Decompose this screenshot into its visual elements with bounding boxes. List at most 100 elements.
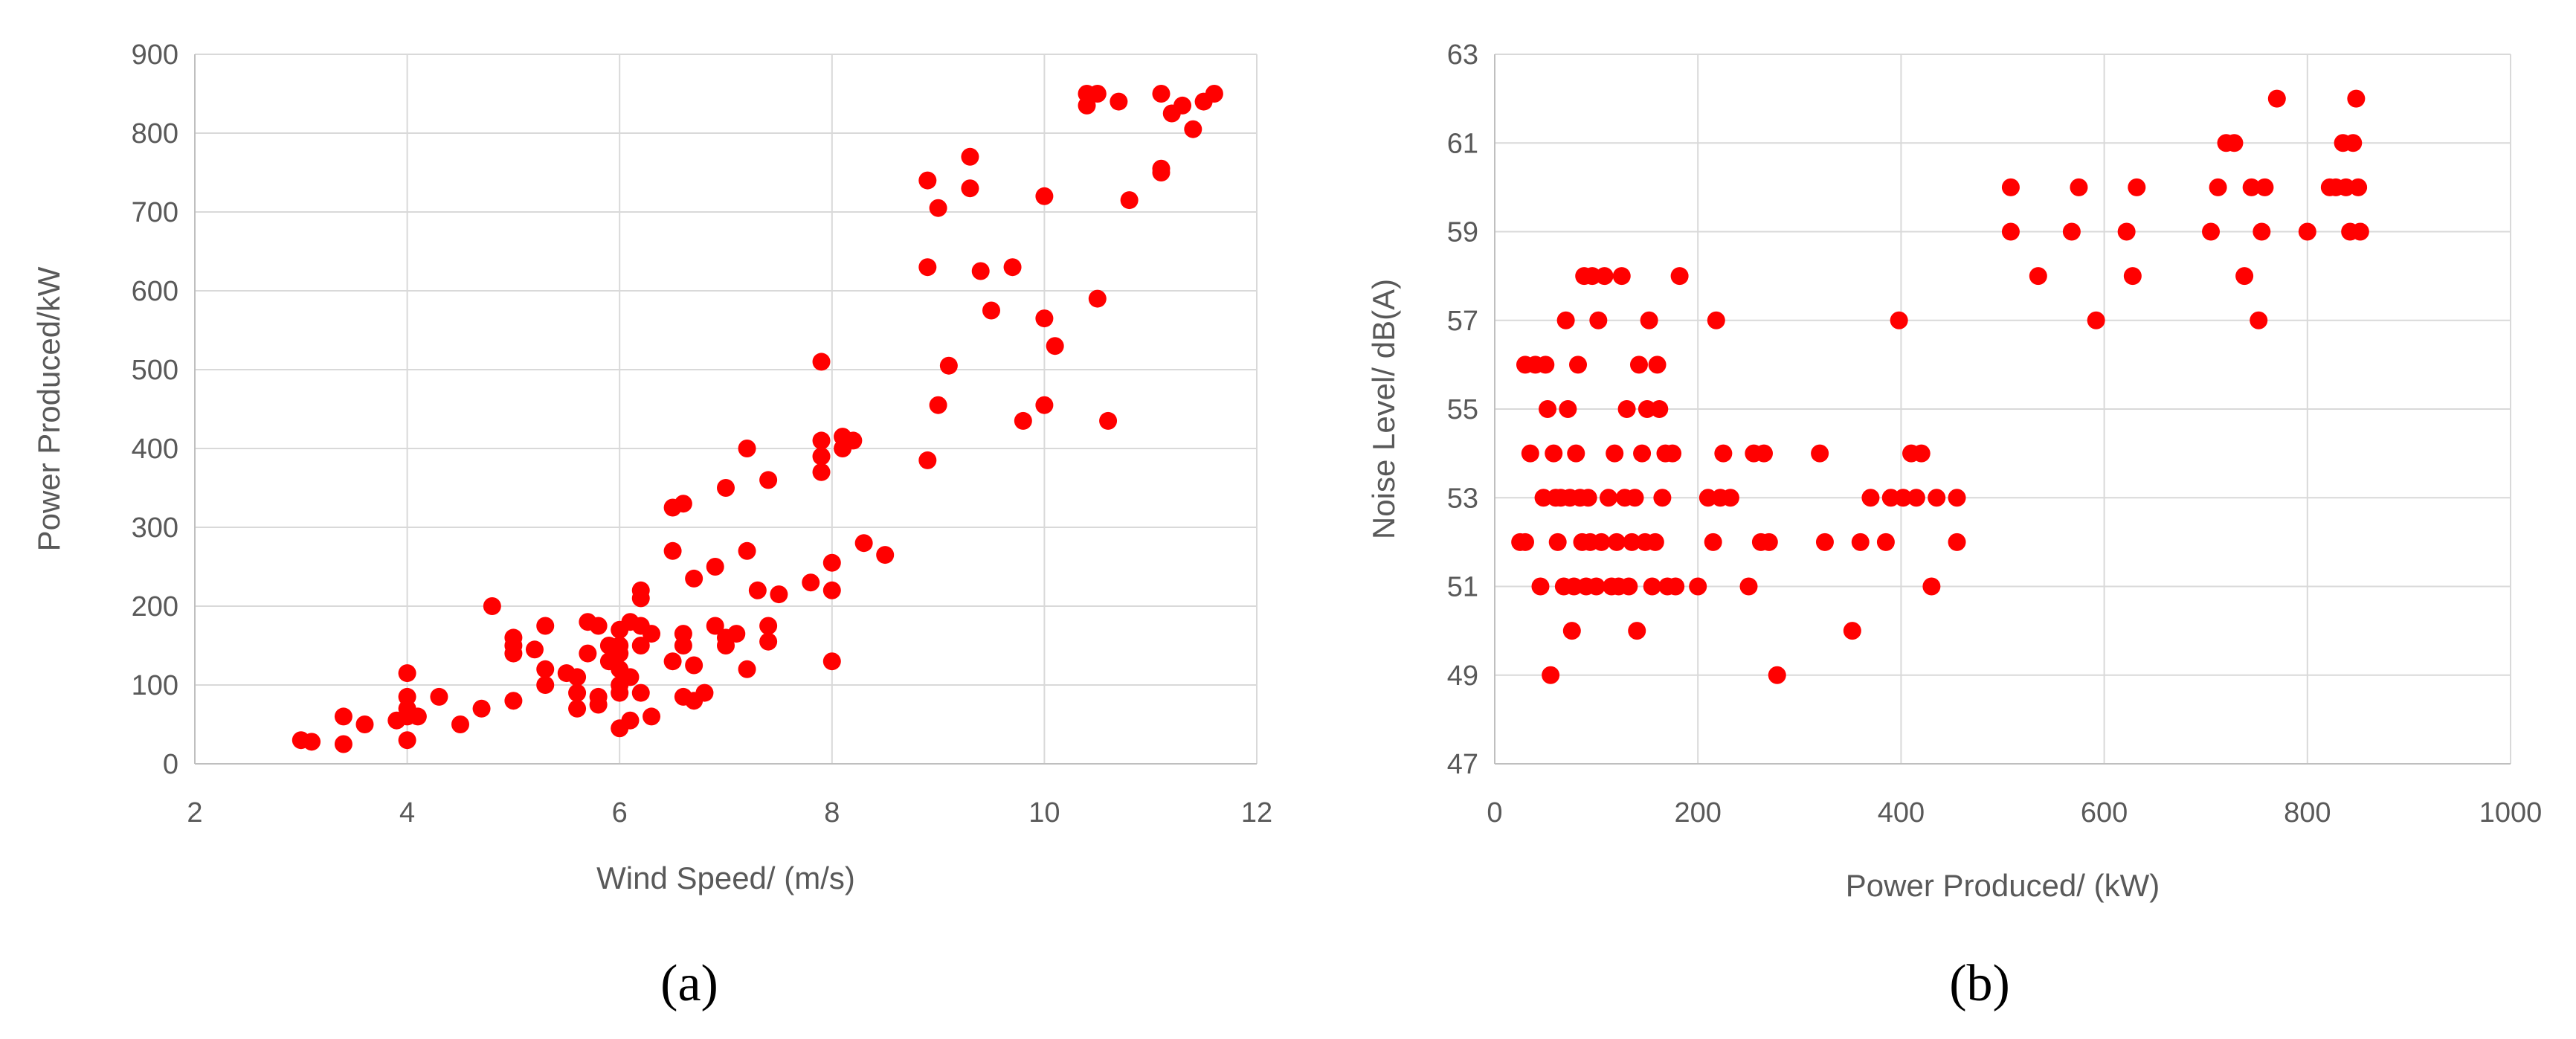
data-point [430, 687, 448, 706]
y-tick-label: 300 [132, 512, 178, 544]
data-point [2209, 178, 2227, 196]
data-point [706, 617, 724, 635]
data-point [802, 573, 820, 592]
data-point [334, 735, 352, 753]
data-point [812, 353, 831, 371]
data-point [1626, 489, 1644, 507]
data-point [1003, 258, 1022, 277]
data-point [918, 171, 937, 190]
data-point [1035, 396, 1054, 414]
y-tick-label: 200 [132, 591, 178, 623]
data-point [611, 683, 629, 702]
data-point [1890, 311, 1908, 329]
data-point [631, 589, 650, 608]
data-point [971, 262, 990, 280]
data-point [2062, 222, 2081, 241]
x-tick-label: 10 [1028, 797, 1060, 829]
data-point [483, 597, 501, 615]
data-point [2235, 267, 2254, 286]
data-point [982, 301, 1000, 320]
data-point [1542, 666, 1560, 684]
y-tick-label: 800 [132, 118, 178, 149]
data-point [1548, 533, 1567, 551]
data-point [1205, 85, 1223, 103]
data-point [2225, 134, 2244, 152]
data-point [589, 695, 608, 714]
data-point [2123, 267, 2142, 286]
data-point [398, 731, 416, 750]
data-point [2070, 178, 2088, 196]
data-point [1521, 444, 1539, 463]
y-tick-label: 61 [1447, 128, 1478, 159]
data-point [1912, 444, 1931, 463]
data-point [1876, 533, 1895, 551]
data-point [738, 440, 756, 457]
data-point [1628, 622, 1646, 640]
x-tick-label: 2 [187, 797, 202, 829]
data-point [1531, 577, 1550, 596]
data-point [1595, 267, 1614, 286]
x-axis-title: Wind Speed/ (m/s) [596, 861, 855, 895]
data-point [1928, 489, 1946, 507]
data-point [1667, 577, 1685, 596]
data-point [1650, 400, 1669, 418]
y-tick-label: 400 [132, 434, 178, 465]
data-point [876, 546, 895, 564]
y-tick-label: 700 [132, 197, 178, 228]
data-point [1559, 400, 1577, 418]
data-point [1516, 533, 1534, 551]
data-point [1606, 444, 1624, 463]
data-point [568, 668, 587, 686]
data-point [1120, 191, 1139, 210]
data-point [1704, 533, 1722, 551]
data-point [2087, 311, 2105, 329]
x-tick-label: 6 [612, 797, 628, 829]
data-point [759, 471, 778, 489]
data-point [748, 581, 767, 599]
x-tick-label: 400 [1878, 797, 1925, 829]
data-point [2250, 311, 2268, 329]
y-tick-label: 49 [1447, 660, 1478, 692]
x-tick-label: 600 [2081, 797, 2128, 829]
data-point [1754, 444, 1773, 463]
data-point [1907, 489, 1925, 507]
data-point [1579, 489, 1597, 507]
y-tick-label: 500 [132, 355, 178, 386]
data-point [1664, 444, 1682, 463]
data-point [1646, 533, 1664, 551]
data-point [663, 541, 682, 560]
data-point [812, 447, 831, 466]
data-point [2001, 222, 2020, 241]
data-point [536, 676, 555, 694]
data-point [663, 652, 682, 671]
data-point [2128, 178, 2146, 196]
data-point [1556, 311, 1575, 329]
data-point [717, 637, 735, 654]
panel-label: (a) [660, 955, 718, 1012]
y-tick-label: 59 [1447, 217, 1478, 248]
data-point [1623, 533, 1641, 551]
x-tick-label: 0 [1487, 797, 1502, 829]
data-point [1617, 400, 1636, 418]
data-point [738, 541, 756, 560]
data-point [1046, 337, 1064, 356]
data-point [2202, 222, 2221, 241]
data-point [568, 683, 587, 702]
data-point [1768, 666, 1786, 684]
data-point [579, 644, 597, 663]
data-point [536, 660, 555, 678]
y-tick-label: 900 [132, 39, 178, 71]
data-point [1078, 96, 1096, 115]
data-point [2242, 178, 2261, 196]
data-point [759, 617, 778, 635]
data-point [1152, 164, 1171, 181]
data-point [611, 644, 629, 663]
y-tick-label: 63 [1447, 39, 1478, 71]
data-point [1640, 311, 1658, 329]
data-point [2298, 222, 2316, 241]
data-point [1643, 577, 1661, 596]
y-tick-label: 53 [1447, 483, 1478, 514]
data-point [355, 715, 374, 733]
data-point [1592, 533, 1611, 551]
